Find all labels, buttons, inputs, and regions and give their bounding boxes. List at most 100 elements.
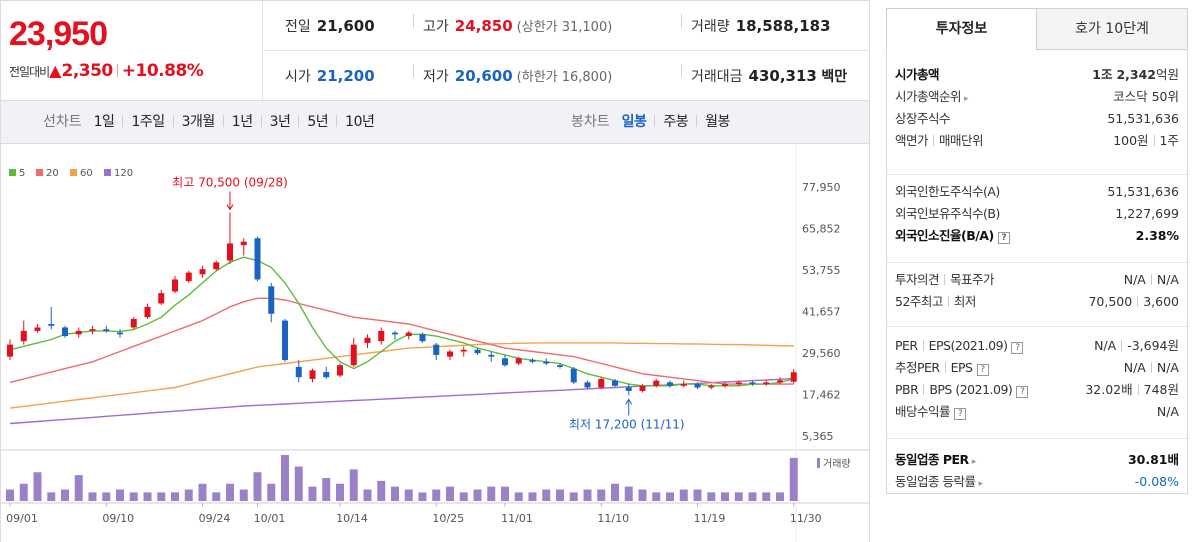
ma5-line xyxy=(9,256,794,387)
help-icon[interactable]: ? xyxy=(1016,386,1029,398)
market-cap-trillion: 1조 xyxy=(1092,67,1113,82)
help-icon[interactable]: ? xyxy=(997,232,1010,244)
divider xyxy=(944,362,946,373)
caret-right-icon: ▸ xyxy=(964,94,969,104)
change-value: 2,350 xyxy=(61,61,113,81)
divider xyxy=(922,340,924,351)
volume-bar xyxy=(102,492,111,501)
legend-label-ma5: 5 xyxy=(19,168,25,179)
volume-bar xyxy=(88,492,97,501)
stock-chart[interactable]: 5 20 60 120 77,950 65,852 53,755 41,657 29,560 17… xyxy=(0,144,870,542)
volume-bar xyxy=(19,483,28,501)
volume-bar xyxy=(514,492,523,501)
candle-body xyxy=(639,385,646,391)
volume-bar xyxy=(157,492,166,501)
volume-bar xyxy=(391,486,399,501)
range-1w[interactable]: 1주일 xyxy=(131,114,165,130)
help-icon[interactable]: ? xyxy=(954,408,967,420)
range-5y[interactable]: 5년 xyxy=(307,114,329,130)
week52-values: 70,500 3,600 xyxy=(1088,291,1179,313)
range-3m[interactable]: 3개월 xyxy=(181,114,216,130)
volume: 거래량 18,588,183 xyxy=(691,1,831,51)
y-tick-label: 53,755 xyxy=(802,264,841,277)
range-1d[interactable]: 1일 xyxy=(93,114,115,130)
volume-bar xyxy=(528,492,537,501)
tab-investment-info[interactable]: 투자정보 xyxy=(886,8,1037,50)
cap-rank-row[interactable]: 시가총액순위 ▸ 코스닥 50위 xyxy=(887,86,1187,108)
market-cap-unit: 억원 xyxy=(1155,67,1179,82)
x-tick-label: 10/01 xyxy=(254,512,286,525)
candle-body xyxy=(447,351,453,357)
lower-limit: (하한가 16,800) xyxy=(516,70,613,85)
volume-bar xyxy=(198,483,207,501)
opinion-label: 투자의견 목표주가 xyxy=(895,269,995,291)
candle-body xyxy=(295,366,302,378)
help-icon[interactable]: ? xyxy=(1011,342,1024,354)
candle-body xyxy=(75,330,82,335)
volume-bar xyxy=(762,492,771,501)
par-value-label: 액면가 매매단위 xyxy=(895,130,984,152)
per-values: N/A -3,694원 xyxy=(1094,335,1179,357)
volume-bar xyxy=(184,489,193,501)
opinion-text: 투자의견 xyxy=(895,272,940,287)
legend-swatch-ma20 xyxy=(36,169,43,176)
candle-daily[interactable]: 일봉 xyxy=(621,114,647,130)
candle-weekly[interactable]: 주봉 xyxy=(663,114,689,130)
volume-bar xyxy=(418,492,427,501)
est-per-values: N/A N/A xyxy=(1124,357,1179,379)
industry-per-label[interactable]: 동일업종 PER ▸ xyxy=(895,449,976,473)
opinion-row: 투자의견 목표주가 N/A N/A xyxy=(887,269,1187,291)
volume-bar xyxy=(404,489,413,501)
candle-body xyxy=(254,238,261,280)
range-3y[interactable]: 3년 xyxy=(269,114,291,130)
week52-high-value: 70,500 xyxy=(1088,294,1133,309)
chart-canvas[interactable]: 5 20 60 120 77,950 65,852 53,755 41,657 29,560 17… xyxy=(1,144,869,542)
volume-bar xyxy=(377,480,386,501)
y-tick-label: 77,950 xyxy=(802,181,841,194)
est-eps-text: EPS xyxy=(950,360,973,375)
volume-bar xyxy=(47,492,56,501)
range-1y[interactable]: 1년 xyxy=(231,114,253,130)
candle-body xyxy=(213,262,220,270)
candle-chart-options: 봉차트 일봉 주봉 월봉 xyxy=(571,101,730,143)
foreign-limit-value: 51,531,636 xyxy=(1107,184,1179,199)
par-value: 100원 xyxy=(1113,133,1149,148)
divider xyxy=(1150,274,1152,285)
industry-per-row[interactable]: 동일업종 PER ▸ 30.81배 xyxy=(887,449,1187,471)
divider xyxy=(298,115,300,127)
market-cap-label: 시가총액 xyxy=(895,67,940,82)
market-cap-row: 시가총액 1조 2,342억원 xyxy=(887,64,1187,86)
x-tick-label: 11/10 xyxy=(597,512,629,525)
candle-body xyxy=(625,387,632,391)
candle-body xyxy=(653,380,660,386)
volume-bar xyxy=(789,457,798,501)
volume-bar xyxy=(212,492,221,501)
candle-body xyxy=(570,368,577,383)
open-label: 시가 xyxy=(285,69,311,85)
candle-body xyxy=(185,272,192,282)
x-tick-label: 09/01 xyxy=(6,512,38,525)
tab-order-book[interactable]: 호가 10단계 xyxy=(1037,8,1188,50)
candle-chart-label: 봉차트 xyxy=(571,114,610,130)
candle-body xyxy=(598,378,605,388)
prev-close-value: 21,600 xyxy=(316,17,375,35)
cap-rank-text: 시가총액순위 xyxy=(895,89,962,104)
week52-low-value: 3,600 xyxy=(1143,294,1179,309)
industry-rate-row[interactable]: 동일업종 등락률 ▸ -0.08% xyxy=(887,471,1187,493)
info-tabs: 투자정보 호가 10단계 xyxy=(886,8,1188,50)
info-group-industry: 동일업종 PER ▸ 30.81배 동일업종 등락률 ▸ -0.08% xyxy=(887,438,1187,493)
cap-rank-label[interactable]: 시가총액순위 ▸ xyxy=(895,86,969,110)
market-cap-value: 1조 2,342억원 xyxy=(1092,64,1179,86)
range-10y[interactable]: 10년 xyxy=(345,114,375,130)
candle-body xyxy=(323,372,330,378)
volume-bar xyxy=(624,486,633,501)
help-icon[interactable]: ? xyxy=(976,364,989,376)
legend-label-ma120: 120 xyxy=(114,168,133,179)
price-summary: 23,950 전일대비▲2,350 +10.88% 전일 21,600 고가 24,8… xyxy=(0,0,870,101)
industry-rate-label[interactable]: 동일업종 등락률 ▸ xyxy=(895,471,983,495)
candle-body xyxy=(103,329,110,331)
candle-monthly[interactable]: 월봉 xyxy=(705,114,730,130)
foreign-hold-row: 외국인보유주식수(B) 1,227,699 xyxy=(887,203,1187,225)
candle-body xyxy=(708,385,715,388)
candle-body xyxy=(667,382,673,386)
